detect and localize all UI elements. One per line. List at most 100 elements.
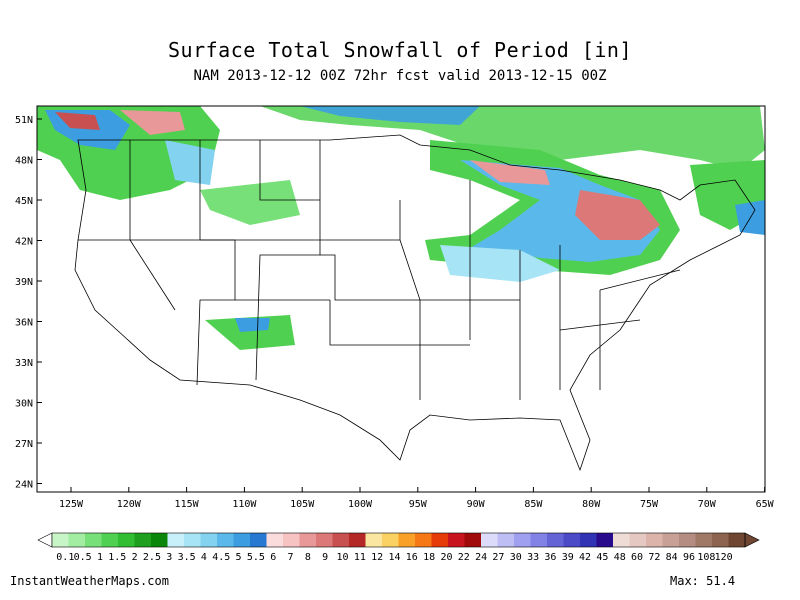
lat-label: 33N (15, 358, 33, 369)
legend-swatch (646, 533, 663, 547)
legend-label: 42 (579, 552, 592, 563)
lon-label: 115W (175, 499, 200, 510)
max-value: 51.4 (706, 574, 736, 588)
lat-label: 45N (15, 196, 33, 207)
state-boundaries (74, 134, 756, 472)
legend-label: 3.5 (177, 552, 196, 563)
legend-swatch (448, 533, 465, 547)
legend-label: 24 (475, 552, 488, 563)
legend-label: 8 (304, 552, 311, 563)
legend-label: 27 (492, 552, 505, 563)
legend-swatch (52, 533, 69, 547)
legend-swatch (728, 533, 746, 547)
legend-swatch (679, 533, 696, 547)
legend-label: 10 (336, 552, 349, 563)
legend-label: 18 (423, 552, 436, 563)
legend-max-arrow (744, 532, 760, 548)
legend-label: 2.5 (142, 552, 161, 563)
legend-swatch (629, 533, 647, 547)
legend-label: 108 (697, 552, 716, 563)
legend-label: 7 (287, 552, 294, 563)
legend-swatch (68, 533, 86, 547)
legend-swatch (563, 533, 581, 547)
legend-label: 4 (200, 552, 207, 563)
legend-swatch (415, 533, 432, 547)
legend-label: 2 (131, 552, 138, 563)
legend-label: 45 (596, 552, 609, 563)
lat-label: 30N (15, 399, 33, 410)
lon-label: 75W (640, 499, 659, 510)
legend-label: 12 (371, 552, 384, 563)
legend-label: 11 (353, 552, 366, 563)
legend-label: 84 (665, 552, 678, 563)
legend-label: 36 (544, 552, 557, 563)
lon-label: 125W (59, 499, 84, 510)
legend-swatch (382, 533, 399, 547)
lon-label: 85W (524, 499, 543, 510)
legend-swatch (712, 533, 729, 547)
lat-label: 48N (15, 156, 33, 167)
legend-swatch (233, 533, 251, 547)
lat-label: 42N (15, 237, 33, 248)
legend-label: 60 (631, 552, 644, 563)
legend-min-arrow (37, 532, 53, 548)
longitude-axis: 125W 120W 115W 110W 105W 100W 95W 90W 85W 80W 75W 7… (59, 487, 775, 510)
legend-swatch (118, 533, 135, 547)
max-readout: Max: 51.4 (670, 574, 735, 588)
legend-swatch (167, 533, 185, 547)
legend-label: 120 (714, 552, 733, 563)
legend-label: 72 (648, 552, 661, 563)
legend-label: 96 (682, 552, 696, 563)
legend-swatch (514, 533, 531, 547)
legend-swatch (596, 533, 614, 547)
legend-swatch (547, 533, 564, 547)
lat-label: 51N (15, 115, 33, 126)
latitude-axis: 51N 48N 45N 42N 39N 36N 33N 30N 27N 24N (15, 115, 42, 491)
lon-label: 110W (232, 499, 257, 510)
legend-label: 5 (235, 552, 242, 563)
legend-swatch (695, 533, 713, 547)
legend-swatch (316, 533, 333, 547)
lon-label: 120W (117, 499, 142, 510)
legend-label: 9 (322, 552, 329, 563)
legend-label: 5.5 (246, 552, 265, 563)
legend-swatch (101, 533, 119, 547)
legend-swatch (200, 533, 218, 547)
map-title: Surface Total Snowfall of Period [in] (167, 38, 633, 62)
lat-label: 39N (15, 277, 33, 288)
legend-swatch (299, 533, 317, 547)
legend-outline (51, 532, 746, 548)
lon-label: 90W (467, 499, 486, 510)
site-credit: InstantWeatherMaps.com (10, 574, 169, 588)
color-legend-bar (37, 532, 760, 548)
lon-label: 65W (756, 499, 775, 510)
legend-label: 30 (509, 552, 522, 563)
lat-label: 36N (15, 318, 33, 329)
legend-swatch (431, 533, 449, 547)
lon-label: 70W (698, 499, 717, 510)
lat-label: 27N (15, 439, 33, 450)
max-label: Max: (670, 574, 699, 588)
legend-swatch (250, 533, 267, 547)
legend-swatch (266, 533, 284, 547)
legend-label: 1.5 (108, 552, 127, 563)
legend-label: 3 (166, 552, 173, 563)
legend-swatch (398, 533, 416, 547)
legend-swatch (184, 533, 201, 547)
legend-label: 22 (457, 552, 470, 563)
legend-swatch (349, 533, 366, 547)
legend-label: 1 (96, 552, 103, 563)
legend-swatch (613, 533, 630, 547)
legend-label: 39 (561, 552, 574, 563)
legend-swatch (85, 533, 102, 547)
legend-label: 16 (405, 552, 418, 563)
lat-label: 24N (15, 480, 33, 491)
legend-swatch (497, 533, 515, 547)
legend-swatch (134, 533, 152, 547)
legend-swatch (662, 533, 680, 547)
legend-swatch (530, 533, 548, 547)
legend-swatch (283, 533, 300, 547)
legend-swatch (464, 533, 482, 547)
map-subtitle: NAM 2013-12-12 00Z 72hr fcst valid 2013-… (193, 68, 607, 84)
